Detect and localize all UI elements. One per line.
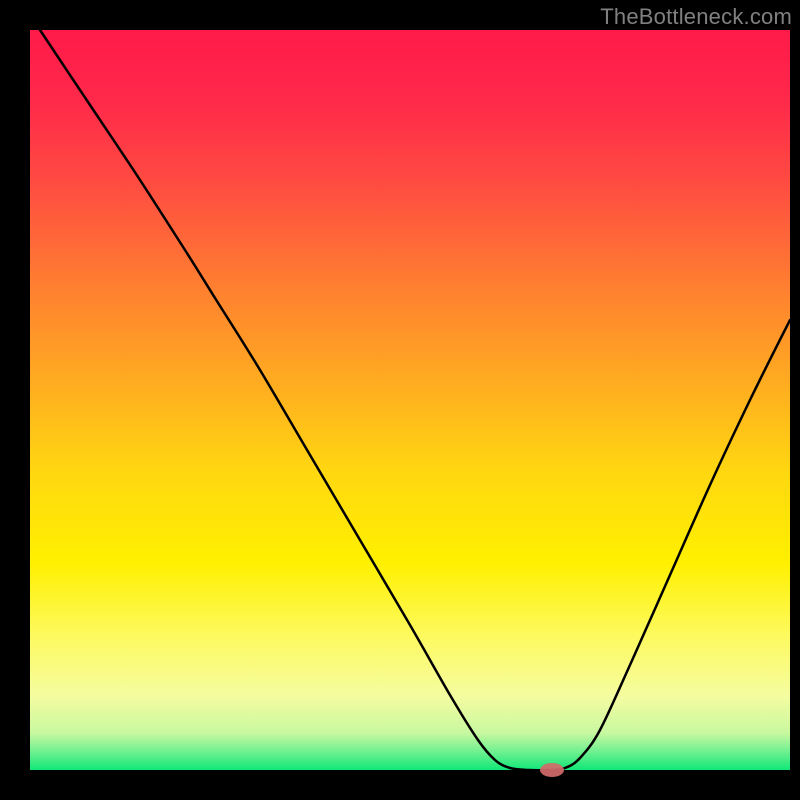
gradient-plot-area <box>30 30 790 770</box>
watermark-label: TheBottleneck.com <box>600 4 792 30</box>
chart-container: TheBottleneck.com <box>0 0 800 800</box>
optimal-marker <box>540 763 564 777</box>
bottleneck-gradient-chart <box>0 0 800 800</box>
